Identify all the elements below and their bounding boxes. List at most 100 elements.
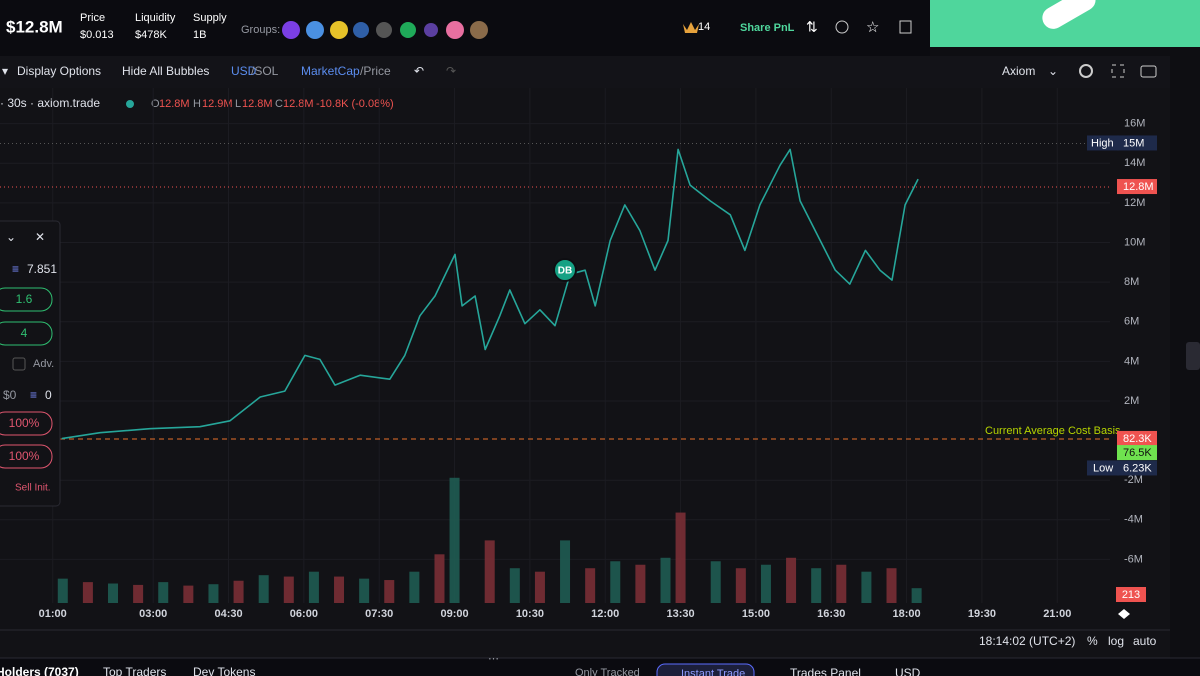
x-tick-label: 04:30 [214,608,242,620]
y-tick-label: 12M [1124,197,1145,209]
group-icon[interactable] [424,23,438,37]
toolbar-toggle[interactable]: MarketCap [301,64,360,78]
volume-bar [484,540,495,603]
instant-trade-pill[interactable] [656,663,755,676]
y-tick-label: -6M [1124,553,1143,565]
share-button[interactable]: Share PnL [740,22,795,34]
volume-bar [158,582,169,603]
toolbar-toggle[interactable]: /Price [360,64,391,78]
group-icon[interactable] [306,21,324,39]
bubble[interactable] [553,258,577,282]
preset-value[interactable]: 1.6 [16,292,33,306]
volume-bar [133,584,144,603]
source-select[interactable]: Axiom [1002,64,1035,78]
x-tick-label: 19:30 [968,608,996,620]
camera-icon[interactable] [1140,65,1157,78]
collapse[interactable]: ⌄ [6,230,16,244]
preset-value[interactable]: 4 [21,326,28,340]
volume-bar [675,512,686,603]
redo[interactable]: ↷ [446,64,456,78]
toolbar-toggle[interactable]: /SOL [251,64,279,78]
group-icon[interactable] [376,22,392,38]
group-icons[interactable] [282,21,488,39]
tab[interactable]: Dev Tokens [193,665,255,676]
undo[interactable]: ↶ [414,64,424,78]
ohlc-key: H [193,98,201,110]
market-cap: $12.8M [6,17,63,36]
badge-text: 6.23K [1123,462,1152,474]
x-tick-label: 13:30 [666,608,694,620]
x-tick-label: 07:30 [365,608,393,620]
toolbar-toggle[interactable]: USD [231,64,257,78]
badge [1117,445,1157,461]
cost-basis-label: Current Average Cost Basis [985,425,1121,437]
preset-button[interactable] [0,287,53,312]
ohlc-value: 12.8M [159,98,190,110]
toolbar-button[interactable]: Hide All Bubbles [122,64,209,78]
group-icon[interactable] [470,21,488,39]
group-icon[interactable] [400,22,416,38]
ohlc-key: C [275,98,283,110]
scale-button[interactable]: % [1087,634,1098,648]
x-tick-label: 09:00 [440,608,468,620]
y-tick-label: 2M [1124,395,1139,407]
value: 1B [193,29,206,41]
badge-key-text: Low [1093,462,1113,474]
sell-pct[interactable]: 100% [9,416,40,430]
close[interactable]: ✕ [35,230,45,244]
volume-bar [635,564,646,603]
preset-button[interactable] [0,321,53,346]
ohlc-value: 12.8M [242,98,273,110]
star-icon[interactable]: ☆ [866,19,879,36]
volume-bar [786,557,797,603]
badge-key [1087,135,1119,151]
resize-grip[interactable]: ⋯ [488,653,499,665]
toolbar-button[interactable]: Display Options [17,64,101,78]
group-icon[interactable] [446,21,464,39]
scale-button[interactable]: auto [1133,634,1157,648]
volume-bar [710,561,721,603]
sell-pct[interactable]: 100% [9,449,40,463]
ohlc-key: L [235,98,241,110]
x-tick-label: 01:00 [39,608,67,620]
nav-icon[interactable] [1118,609,1130,619]
side-handle[interactable] [1186,342,1200,370]
bubble-label[interactable]: DB [558,266,572,277]
group-icon[interactable] [330,21,348,39]
icon[interactable]: ⇅ [806,19,818,35]
tab[interactable]: USD [895,666,921,676]
sell-init[interactable]: Sell Init. [15,483,51,494]
y-tick-label: 14M [1124,157,1145,169]
group-icon[interactable] [353,22,369,38]
group-icon[interactable] [282,21,300,39]
x-tick-label: 06:00 [290,608,318,620]
tab[interactable]: Trades Panel [790,666,861,676]
tab[interactable]: Holders (7037) [0,665,79,676]
tab[interactable]: Only Tracked [575,667,640,676]
tab[interactable]: Instant Trade [681,668,745,676]
badge [1117,430,1157,446]
volume-bar [57,578,68,603]
plot: 16M 14M 12M 10M 8M 6M 4M 2M -2M -4M -6M 01:00 03:00 0… [0,88,1157,620]
y-tick-label: 16M [1124,118,1145,130]
x-tick-label: 12:00 [591,608,619,620]
layout-icon[interactable] [899,20,912,34]
sol-icon: ≡ [30,388,37,402]
volume-bar [836,564,847,603]
sell-button[interactable] [0,411,53,436]
settings-icon[interactable] [1079,64,1093,78]
volume-bar [108,583,119,603]
sell-button[interactable] [0,444,53,469]
badge [1117,179,1157,195]
volume-bar [760,564,771,603]
volume-bar [811,568,822,603]
x-tick-label: 10:30 [516,608,544,620]
checkbox[interactable] [12,357,26,371]
y-tick-label: 4M [1124,355,1139,367]
tab[interactable]: Top Traders [103,665,166,676]
share-icon[interactable] [835,20,849,34]
scale-button[interactable]: log [1108,634,1124,648]
checkbox-label[interactable]: Adv. [33,358,54,370]
badge-key [1087,460,1119,476]
fullscreen-icon[interactable] [1111,64,1125,78]
